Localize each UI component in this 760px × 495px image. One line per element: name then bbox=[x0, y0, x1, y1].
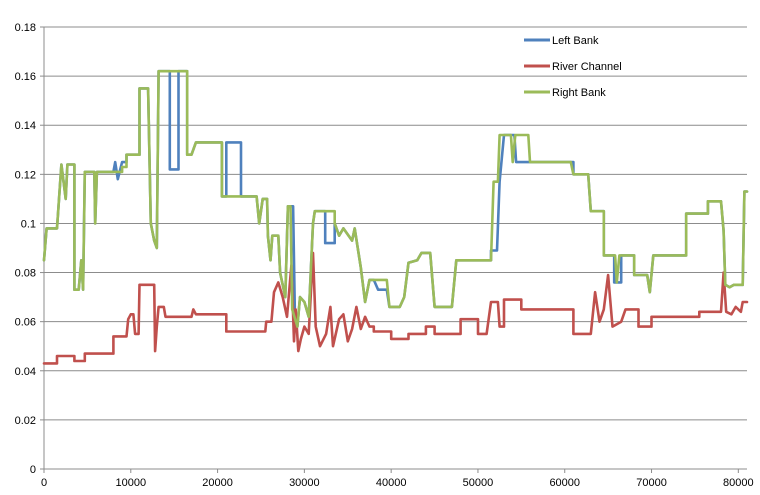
y-tick-label: 0.02 bbox=[15, 415, 36, 427]
y-tick-label: 0.1 bbox=[21, 218, 36, 230]
legend-label: Left Bank bbox=[552, 35, 599, 47]
x-tick-label: 40000 bbox=[376, 477, 407, 489]
legend-label: River Channel bbox=[552, 61, 622, 73]
y-tick-label: 0.06 bbox=[15, 317, 36, 329]
x-tick-label: 30000 bbox=[289, 477, 320, 489]
series-lines bbox=[42, 69, 749, 365]
legend: Left Bank River Channel Right Bank bbox=[524, 35, 622, 99]
x-tick-label: 70000 bbox=[636, 477, 667, 489]
y-tick-label: 0.12 bbox=[15, 169, 36, 181]
y-tick-label: 0.08 bbox=[15, 268, 36, 280]
y-tick-label: 0.16 bbox=[15, 71, 36, 83]
y-tick-label: 0.04 bbox=[15, 366, 36, 378]
x-tick-label: 80000 bbox=[723, 477, 754, 489]
x-tick-label: 0 bbox=[41, 477, 47, 489]
gridlines bbox=[44, 26, 747, 470]
series-line-right-bank bbox=[42, 69, 749, 328]
legend-label: Right Bank bbox=[552, 87, 606, 99]
y-tick-label: 0.14 bbox=[15, 120, 36, 132]
axes: 0 0.02 0.04 0.06 0.08 0.1 0.12 0.14 0.16 0.18 0 100… bbox=[15, 22, 754, 489]
y-tick-label: 0.18 bbox=[15, 22, 36, 34]
x-tick-label: 50000 bbox=[463, 477, 494, 489]
series-line-river-channel bbox=[42, 251, 749, 365]
x-tick-label: 10000 bbox=[115, 477, 146, 489]
x-tick-label: 60000 bbox=[549, 477, 580, 489]
x-tick-label: 20000 bbox=[202, 477, 233, 489]
y-tick-label: 0 bbox=[30, 464, 36, 476]
